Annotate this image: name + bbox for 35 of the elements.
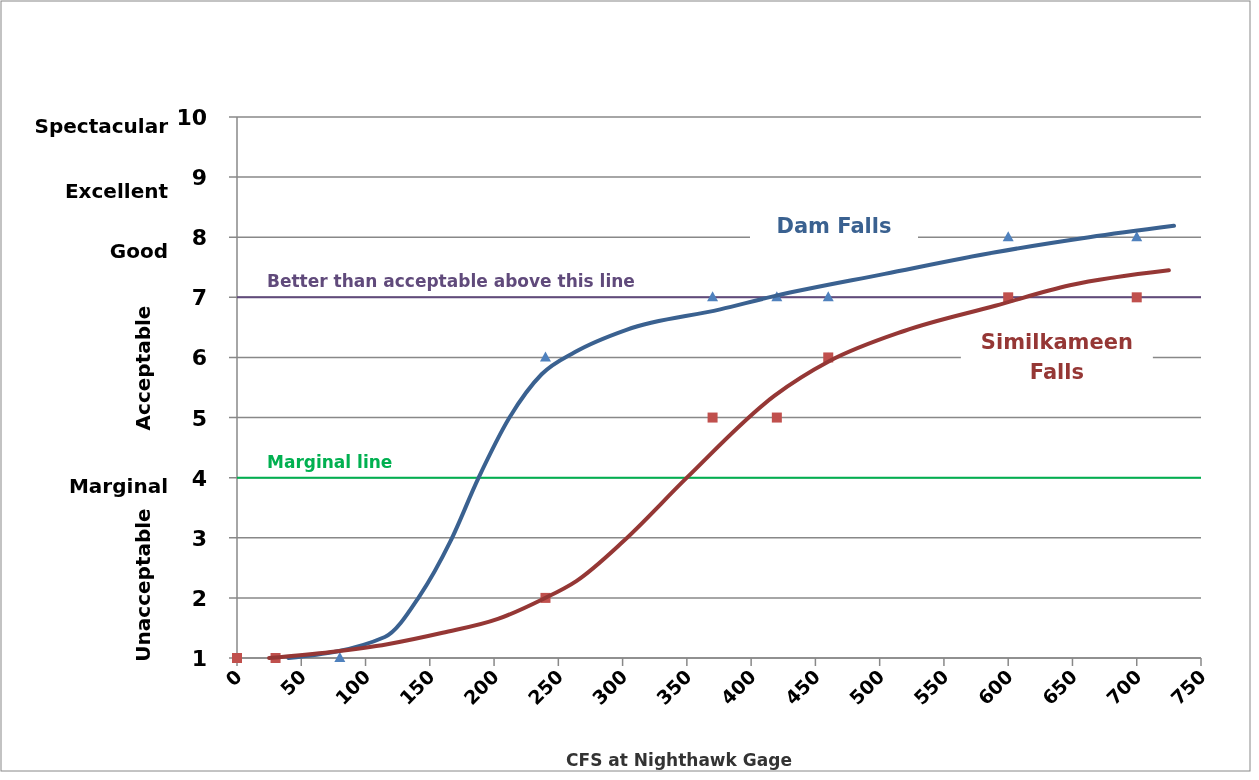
y-tick-label: 3	[191, 525, 207, 551]
y-tick-label: 9	[191, 165, 207, 191]
text: Acceptable	[131, 305, 155, 431]
point	[822, 291, 834, 302]
ref-line-label: Better than acceptable above this line	[267, 271, 635, 292]
y-tick-label: 2	[191, 585, 207, 611]
text: Marginal	[68, 474, 168, 498]
point	[334, 652, 346, 662]
y-tick-label: 4	[191, 465, 207, 491]
point	[1131, 231, 1143, 242]
ref-line-label: Marginal line	[267, 451, 393, 472]
point	[539, 351, 551, 362]
y-tick-label: 5	[191, 405, 207, 431]
y-tick-label: 6	[191, 345, 207, 371]
x-axis-title: CFS at Nighthawk Gage	[566, 750, 792, 770]
text: Unacceptable	[131, 508, 155, 662]
y-tick-label: 8	[191, 225, 207, 251]
point	[1131, 292, 1142, 303]
point	[232, 653, 242, 663]
text: Excellent	[64, 179, 169, 203]
x-tick-label: 50	[275, 665, 311, 700]
series-label: Similkameen Falls	[980, 330, 1133, 385]
point	[1002, 231, 1014, 242]
x-tick-label: 650	[1037, 665, 1082, 709]
x-tick-label: 600	[973, 665, 1018, 709]
point	[707, 412, 718, 423]
y-tick-label: 10	[176, 105, 207, 130]
point	[707, 291, 719, 302]
y-tick-label: 7	[191, 285, 207, 311]
series-label: Dam Falls	[776, 213, 892, 238]
y-tick-label: 1	[191, 646, 207, 671]
text: Good	[109, 239, 168, 263]
point	[771, 412, 782, 423]
x-tick-label: 0	[220, 665, 246, 691]
text: Spectacular	[34, 114, 169, 138]
